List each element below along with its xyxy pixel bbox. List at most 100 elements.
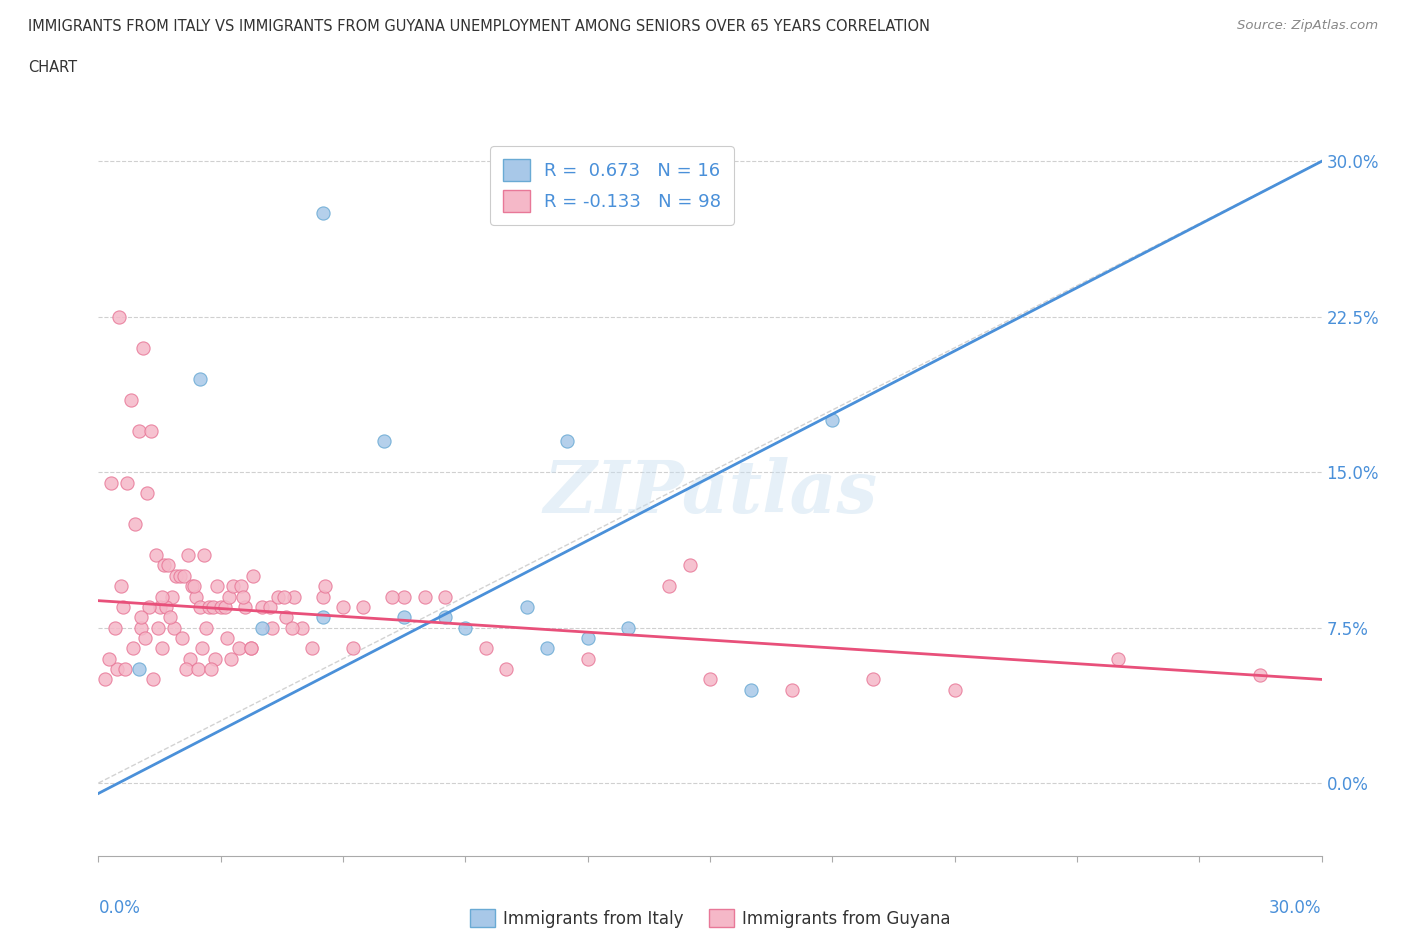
Point [204, 651, 226, 666]
Point [283, 589, 305, 604]
Point [312, 206, 335, 220]
Point [197, 600, 219, 615]
Point [177, 548, 200, 563]
Point [122, 641, 145, 656]
Point [222, 578, 245, 593]
Point [454, 620, 477, 635]
Point [250, 600, 273, 615]
Point [114, 661, 136, 676]
Point [617, 620, 640, 635]
Point [433, 589, 456, 604]
Point [209, 600, 232, 615]
Text: ZIPatlas: ZIPatlas [543, 458, 877, 528]
Point [495, 661, 517, 676]
Point [120, 392, 142, 407]
Point [138, 600, 160, 615]
Point [219, 651, 242, 666]
Point [115, 475, 138, 490]
Point [215, 631, 238, 645]
Point [474, 641, 498, 656]
Point [516, 600, 538, 615]
Point [228, 641, 250, 656]
Text: 30.0%: 30.0% [1270, 899, 1322, 917]
Point [301, 641, 323, 656]
Point [679, 558, 702, 573]
Point [291, 620, 314, 635]
Point [163, 620, 186, 635]
Point [281, 620, 304, 635]
Point [392, 589, 416, 604]
Point [1249, 668, 1271, 683]
Point [658, 578, 681, 593]
Point [392, 610, 416, 625]
Point [381, 589, 404, 604]
Point [108, 310, 131, 325]
Point [273, 589, 295, 604]
Point [352, 600, 374, 615]
Point [160, 589, 183, 604]
Point [170, 631, 193, 645]
Point [433, 610, 456, 625]
Point [195, 620, 218, 635]
Point [132, 340, 155, 355]
Point [1107, 651, 1129, 666]
Point [200, 661, 222, 676]
Point [576, 651, 599, 666]
Point [259, 600, 281, 615]
Point [218, 589, 240, 604]
Point [150, 589, 173, 604]
Point [110, 578, 132, 593]
Point [129, 610, 152, 625]
Point [205, 578, 228, 593]
Point [100, 475, 122, 490]
Point [193, 548, 215, 563]
Legend: Immigrants from Italy, Immigrants from Guyana: Immigrants from Italy, Immigrants from G… [463, 903, 957, 930]
Point [332, 600, 354, 615]
Point [201, 600, 224, 615]
Point [576, 631, 599, 645]
Point [128, 423, 150, 438]
Point [97, 651, 120, 666]
Point [188, 600, 212, 615]
Point [240, 641, 263, 656]
Point [232, 589, 254, 604]
Point [250, 620, 273, 635]
Point [187, 661, 209, 676]
Point [943, 683, 966, 698]
Point [312, 589, 335, 604]
Point [149, 600, 172, 615]
Point [557, 433, 579, 448]
Point [191, 641, 214, 656]
Point [136, 485, 159, 500]
Point [699, 672, 721, 687]
Point [152, 558, 174, 573]
Point [145, 548, 167, 563]
Point [142, 672, 165, 687]
Text: Source: ZipAtlas.com: Source: ZipAtlas.com [1237, 19, 1378, 32]
Text: CHART: CHART [28, 60, 77, 75]
Point [104, 620, 127, 635]
Point [146, 620, 169, 635]
Point [159, 610, 181, 625]
Point [93, 672, 115, 687]
Point [183, 578, 205, 593]
Point [314, 578, 336, 593]
Point [156, 558, 179, 573]
Point [312, 610, 335, 625]
Point [111, 600, 134, 615]
Point [862, 672, 884, 687]
Text: IMMIGRANTS FROM ITALY VS IMMIGRANTS FROM GUYANA UNEMPLOYMENT AMONG SENIORS OVER : IMMIGRANTS FROM ITALY VS IMMIGRANTS FROM… [28, 19, 931, 33]
Point [186, 589, 208, 604]
Text: 0.0%: 0.0% [98, 899, 141, 917]
Point [821, 413, 844, 428]
Point [231, 578, 253, 593]
Point [214, 600, 236, 615]
Point [413, 589, 436, 604]
Point [134, 631, 156, 645]
Point [173, 568, 195, 583]
Point [274, 610, 297, 625]
Point [150, 641, 173, 656]
Point [165, 568, 187, 583]
Point [124, 516, 146, 531]
Point [181, 578, 204, 593]
